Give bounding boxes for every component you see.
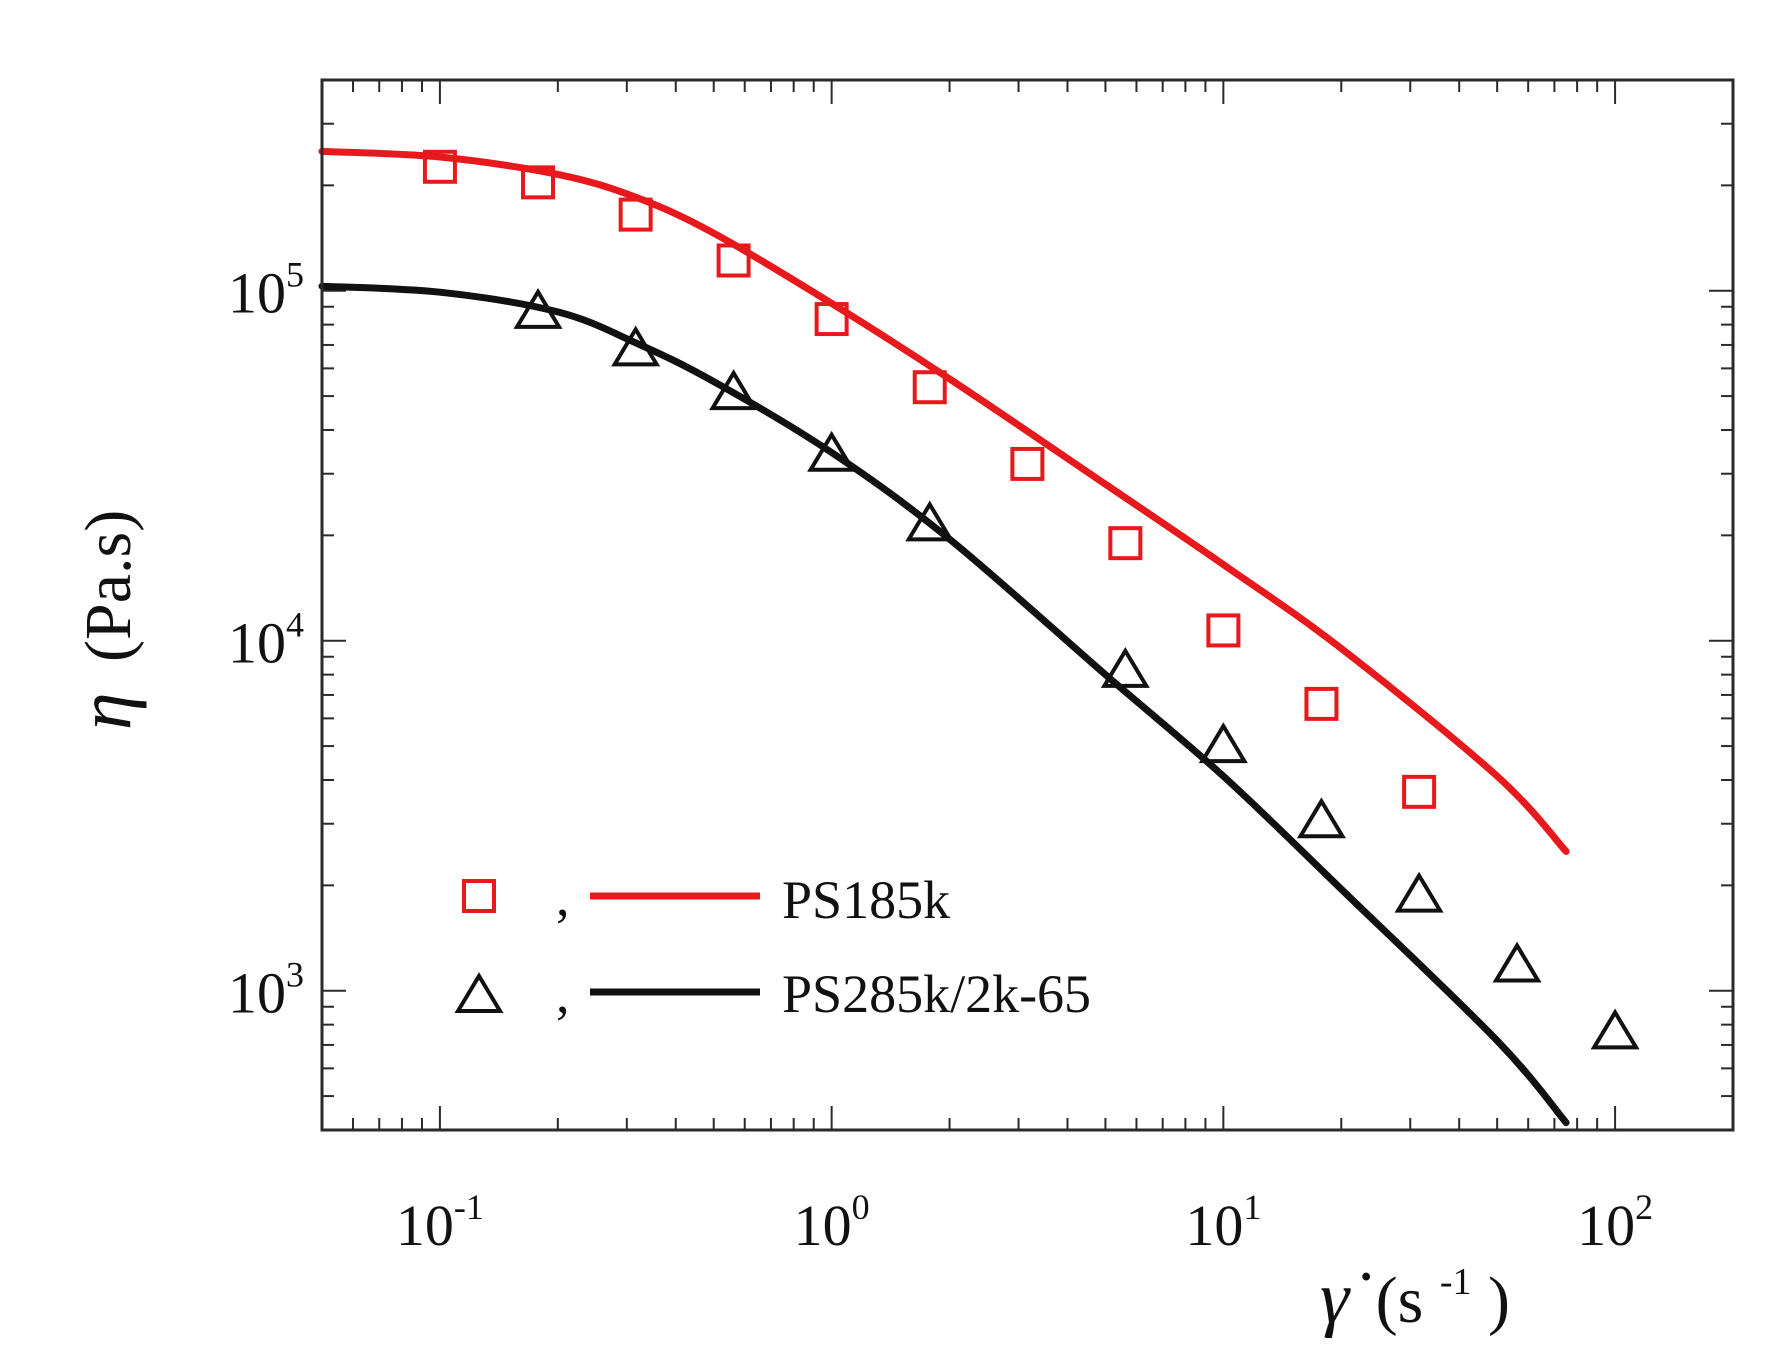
- data-point-triangle: [1100, 646, 1150, 688]
- data-point-triangle: [905, 500, 955, 542]
- y-tick-label: 103: [228, 955, 304, 1026]
- data-point-square: [912, 370, 947, 405]
- x-tick-label: 10-1: [396, 1187, 484, 1258]
- y-axis-unit: (Pa.s): [72, 510, 145, 662]
- legend-separator: ,: [556, 867, 570, 927]
- legend: , PS185k , PS285k/2k-65: [454, 867, 1091, 1024]
- x-axis-label: γ̇ (s -1 ): [1320, 1236, 1510, 1339]
- y-tick-label: 104: [228, 605, 304, 676]
- data-point-triangle: [1492, 941, 1542, 983]
- x-tick-label: 101: [1185, 1187, 1261, 1258]
- legend-label-ps185k: PS185k: [782, 870, 950, 930]
- data-point-square: [1010, 446, 1045, 481]
- legend-item-ps285k: , PS285k/2k-65: [454, 964, 1091, 1024]
- x-axis-symbol: γ̇: [1320, 1257, 1370, 1339]
- data-point-triangle: [709, 369, 759, 411]
- data-point-square: [1108, 526, 1143, 561]
- x-tick-label: 100: [794, 1187, 870, 1258]
- plot-frame: [320, 78, 1735, 1132]
- data-point-square: [716, 243, 751, 278]
- y-tick-label: 105: [228, 255, 304, 326]
- data-point-square: [1206, 613, 1241, 648]
- tick-marks: [321, 79, 1734, 1131]
- data-point-square: [1304, 686, 1339, 721]
- data-point-triangle: [1590, 1008, 1640, 1050]
- x-tick-label: 102: [1577, 1187, 1653, 1258]
- data-point-square: [521, 165, 556, 200]
- y-axis-symbol: η: [63, 692, 147, 730]
- data-point-triangle: [1394, 871, 1444, 913]
- x-axis-unit-close: ): [1488, 1264, 1510, 1337]
- data-point-triangle: [1296, 797, 1346, 839]
- legend-triangle-marker: [454, 972, 504, 1013]
- data-point-triangle: [513, 288, 563, 329]
- data-point-square: [814, 302, 849, 337]
- data-point-square: [618, 197, 653, 232]
- tick-labels: 10-1 100 101 102 103 104 105: [228, 255, 1653, 1258]
- legend-separator: ,: [556, 964, 570, 1024]
- legend-label-ps285k: PS285k/2k-65: [782, 964, 1091, 1024]
- data-point-square: [1402, 774, 1437, 809]
- legend-item-ps185k: , PS185k: [462, 867, 950, 930]
- data-markers: [422, 149, 1640, 1050]
- data-point-triangle: [807, 430, 857, 472]
- x-axis-unit-exp: -1: [1440, 1261, 1472, 1303]
- legend-square-marker: [462, 879, 496, 913]
- data-point-triangle: [611, 325, 661, 367]
- data-point-triangle: [1198, 722, 1248, 764]
- data-point-square: [422, 149, 457, 184]
- x-axis-unit-base: (s: [1376, 1264, 1424, 1337]
- y-axis-label: η (Pa.s): [63, 510, 147, 730]
